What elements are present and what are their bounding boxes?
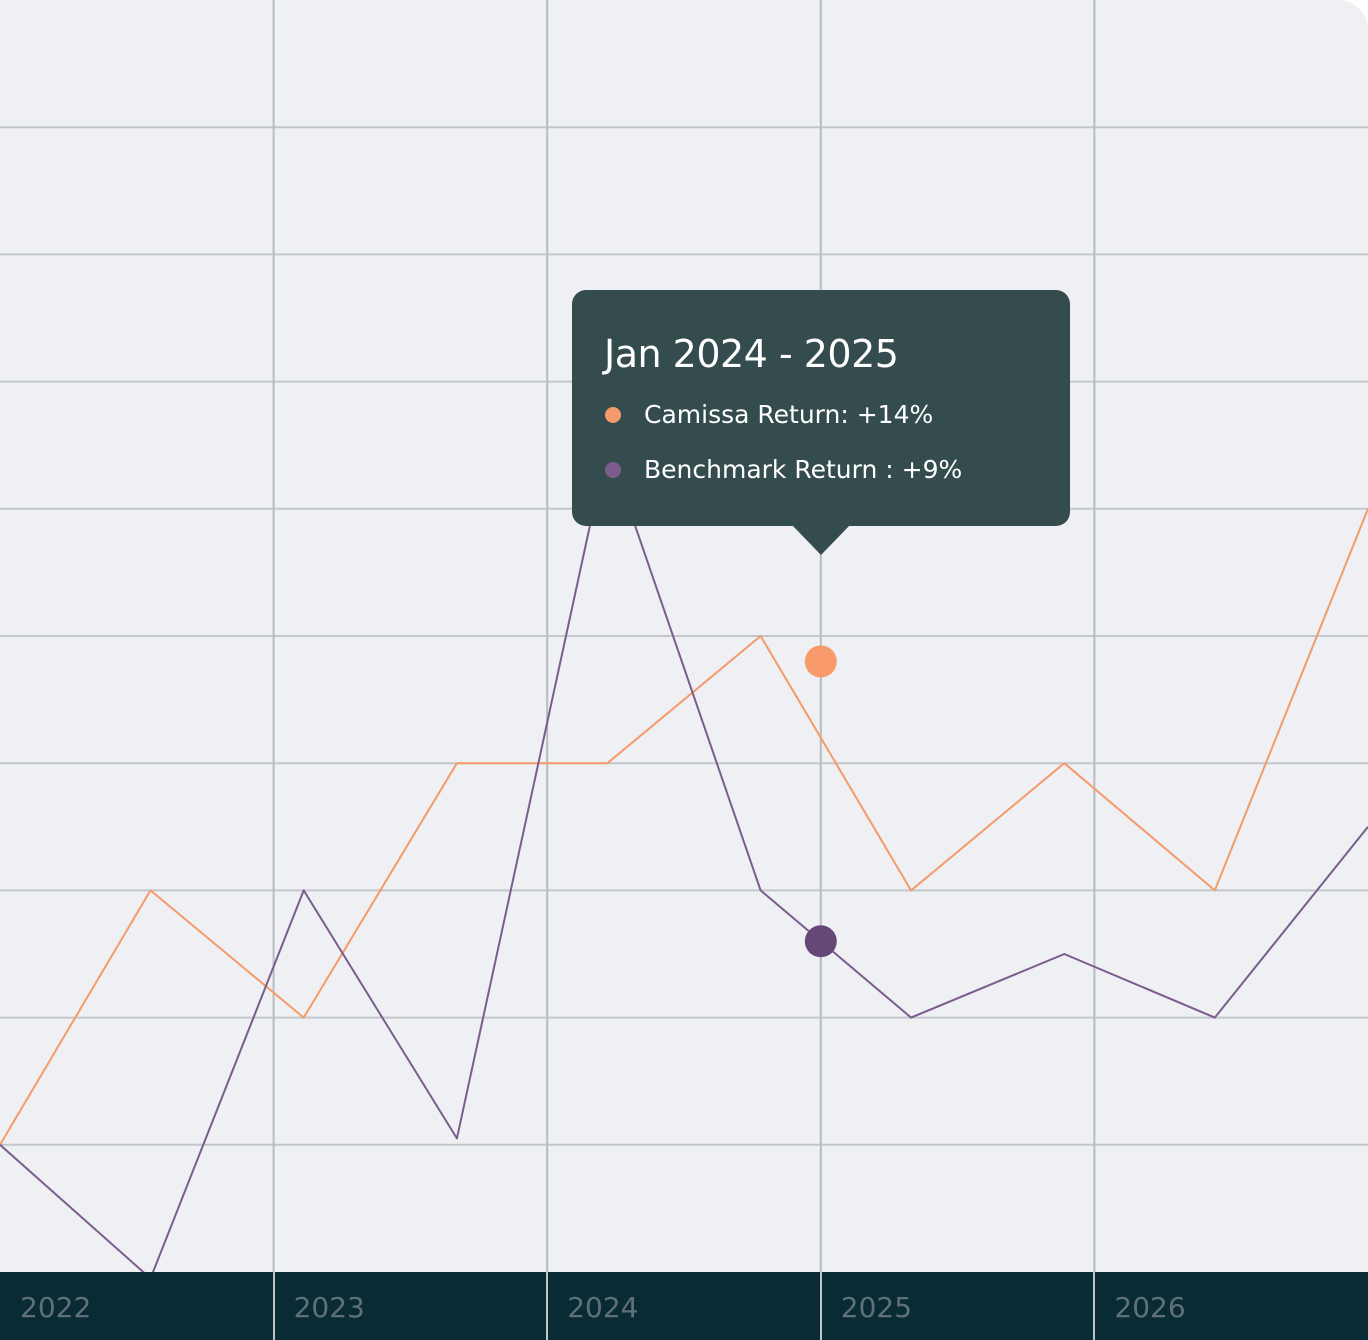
tooltip-benchmark-label: Benchmark Return : +9% [644, 455, 963, 484]
x-tick-label: 2025 [840, 1291, 913, 1324]
benchmark-legend-dot [605, 462, 621, 478]
x-axis-separator [546, 1272, 549, 1340]
tooltip-pointer [792, 525, 850, 555]
tooltip-row-camissa: Camissa Return: +14% [604, 398, 1038, 432]
benchmark-return-line [0, 444, 1368, 1272]
x-axis-bar [0, 1272, 1368, 1340]
tooltip-row-benchmark: Benchmark Return : +9% [604, 453, 1038, 487]
x-axis-separator [1093, 1272, 1096, 1340]
series-lines [0, 444, 1368, 1272]
x-axis-separator [272, 1272, 275, 1340]
line-chart [0, 0, 1368, 1272]
tooltip-camissa-label: Camissa Return: +14% [644, 400, 934, 429]
hover-markers [804, 645, 837, 958]
camissa-return-line [0, 508, 1368, 1146]
x-axis-separator [819, 1272, 822, 1340]
x-tick-label: 2022 [20, 1291, 92, 1324]
grid [0, 0, 1368, 1272]
benchmark-hover-marker [804, 925, 837, 958]
x-tick-label: 2024 [567, 1291, 639, 1324]
tooltip-title: Jan 2024 - 2025 [604, 332, 899, 376]
tooltip: Jan 2024 - 2025 Camissa Return: +14% Ben… [572, 290, 1070, 526]
camissa-hover-marker [804, 645, 837, 678]
camissa-legend-dot [605, 407, 621, 423]
x-tick-label: 2023 [293, 1291, 365, 1324]
x-tick-label: 2026 [1114, 1291, 1186, 1324]
